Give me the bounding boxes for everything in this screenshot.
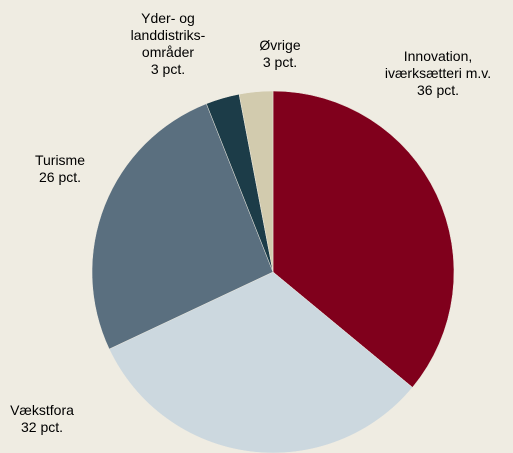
category-label: Yder- og landdistriks-områder: [130, 10, 206, 60]
value-label: 36 pct.: [416, 82, 460, 98]
value-label: 3 pct.: [150, 61, 186, 77]
pie-slice: [91, 103, 274, 350]
category-label: Vækstfora: [10, 402, 74, 418]
slice-label: Vækstfora 32 pct.: [0, 402, 87, 436]
slice-label: Innovation, iværksætteri m.v. 36 pct.: [383, 48, 493, 99]
category-label: Turisme: [34, 152, 86, 168]
pie-slice: [272, 90, 455, 388]
pie-slice: [238, 90, 274, 273]
value-label: 26 pct.: [38, 169, 82, 185]
pie-slice: [108, 271, 413, 453]
value-label: 32 pct.: [20, 419, 64, 435]
slice-label: Øvrige 3 pct.: [245, 37, 315, 71]
slice-label: Yder- og landdistriks-områder 3 pct.: [113, 10, 223, 78]
value-label: 3 pct.: [262, 54, 298, 70]
category-label: Øvrige: [259, 37, 301, 53]
category-label: Innovation, iværksætteri m.v.: [384, 48, 492, 81]
slice-label: Turisme 26 pct.: [20, 152, 100, 186]
